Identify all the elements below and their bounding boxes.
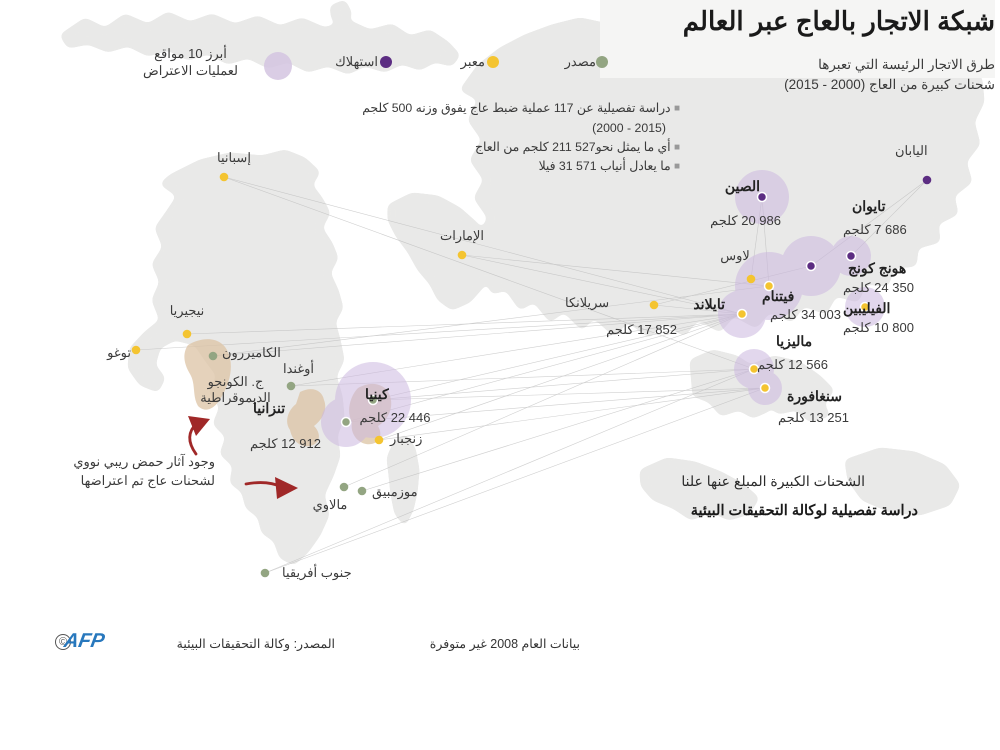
svg-text:AFP: AFP (61, 630, 106, 652)
